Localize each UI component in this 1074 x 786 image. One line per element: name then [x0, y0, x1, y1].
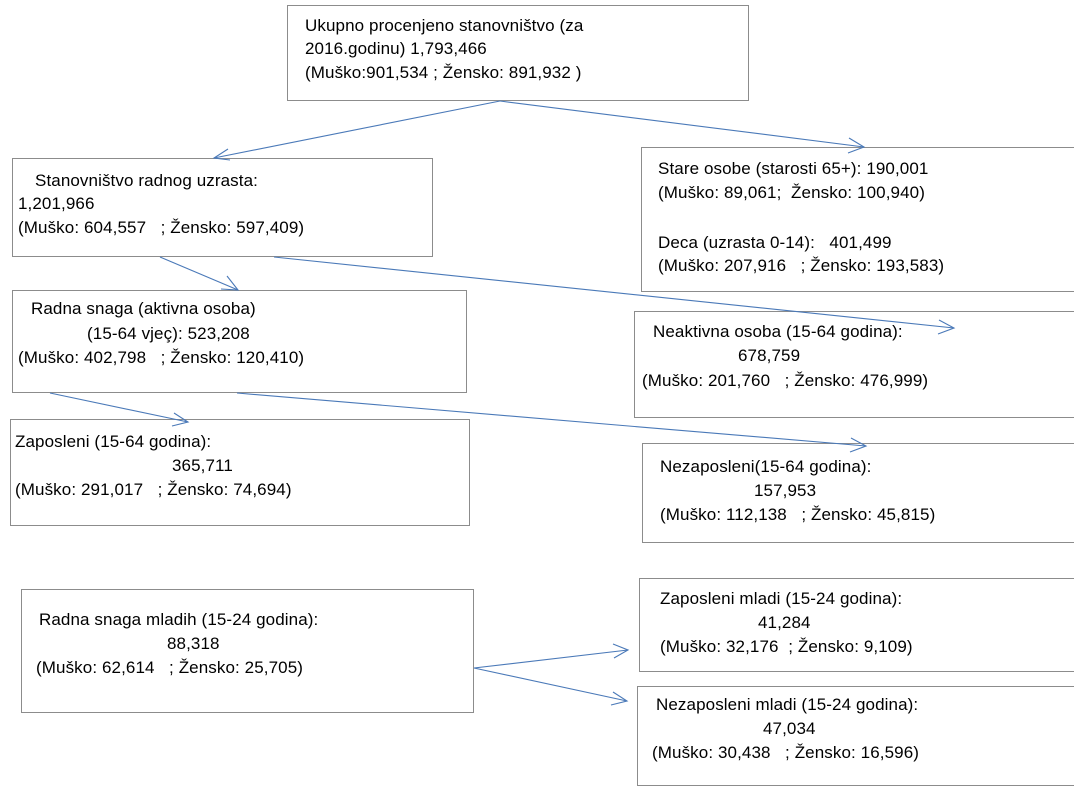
employed-line2: 365,711: [172, 456, 233, 475]
elderly-children-box: Stare osobe (starosti 65+): 190,001 (Muš…: [641, 147, 1074, 292]
employed-line1: Zaposleni (15-64 godina):: [15, 432, 212, 451]
elderly-line2: (Muško: 89,061; Žensko: 100,940): [658, 183, 925, 202]
inactive-line3: (Muško: 201,760 ; Žensko: 476,999): [642, 371, 929, 390]
youth-employed-line3: (Muško: 32,176 ; Žensko: 9,109): [660, 637, 913, 656]
working-age-line2: 1,201,966: [18, 194, 95, 213]
arrow-working-age-to-inactive: [273, 256, 956, 335]
youth-labour-box: Radna snaga mladih (15-24 godina): 88,31…: [21, 589, 474, 713]
youth-unemployed-box: Nezaposleni mladi (15-24 godina): 47,034…: [637, 686, 1074, 786]
inactive-box: Neaktivna osoba (15-64 godina): 678,759 …: [634, 311, 1074, 418]
arrow-youth-labour-to-youth-unemployed: [473, 667, 629, 706]
arrow-youth-labour-to-youth-employed: [473, 643, 630, 669]
arrow-working-age-to-labour-force: [159, 256, 240, 291]
working-age-box: Stanovništvo radnog uzrasta: 1,201,966 (…: [12, 158, 433, 257]
unemployed-line1: Nezaposleni(15-64 godina):: [660, 457, 872, 476]
total-population-box: Ukupno procenjeno stanovništvo (za 2016.…: [287, 5, 749, 101]
elderly-line1: Stare osobe (starosti 65+): 190,001: [658, 159, 929, 178]
children-line1: Deca (uzrasta 0-14): 401,499: [658, 233, 892, 252]
youth-unemployed-line2: 47,034: [763, 719, 816, 738]
youth-unemployed-line1: Nezaposleni mladi (15-24 godina):: [656, 695, 919, 714]
youth-labour-line3: (Muško: 62,614 ; Žensko: 25,705): [36, 658, 304, 677]
youth-labour-line1: Radna snaga mladih (15-24 godina):: [39, 610, 319, 629]
inactive-line1: Neaktivna osoba (15-64 godina):: [653, 322, 903, 341]
arrow-total-to-elderly: [499, 100, 866, 154]
youth-employed-line1: Zaposleni mladi (15-24 godina):: [660, 589, 903, 608]
employed-box: Zaposleni (15-64 godina): 365,711 (Muško…: [10, 419, 470, 526]
youth-employed-box: Zaposleni mladi (15-24 godina): 41,284 (…: [639, 578, 1074, 672]
unemployed-box: Nezaposleni(15-64 godina): 157,953 (Mušk…: [642, 443, 1074, 543]
children-line2: (Muško: 207,916 ; Žensko: 193,583): [658, 256, 945, 275]
total-population-line1: Ukupno procenjeno stanovništvo (za: [305, 16, 584, 35]
labour-force-line2: (15-64 vjeç): 523,208: [87, 324, 250, 343]
youth-labour-line2: 88,318: [167, 634, 220, 653]
arrow-labour-force-to-employed: [49, 392, 190, 427]
unemployed-line3: (Muško: 112,138 ; Žensko: 45,815): [660, 505, 936, 524]
inactive-line2: 678,759: [738, 346, 801, 365]
unemployed-line2: 157,953: [754, 481, 817, 500]
labour-force-line1: Radna snaga (aktivna osoba): [31, 299, 256, 318]
youth-employed-line2: 41,284: [758, 613, 811, 632]
total-population-line2: 2016.godinu) 1,793,466: [305, 39, 487, 58]
arrow-total-to-working-age: [212, 100, 501, 161]
working-age-line3: (Muško: 604,557 ; Žensko: 597,409): [18, 218, 305, 237]
arrow-labour-force-to-unemployed: [236, 392, 868, 453]
total-population-line3: (Muško:901,534 ; Žensko: 891,932 ): [305, 63, 582, 82]
labour-force-line3: (Muško: 402,798 ; Žensko: 120,410): [18, 348, 305, 367]
labour-force-box: Radna snaga (aktivna osoba) (15-64 vjeç)…: [12, 290, 467, 393]
youth-unemployed-line3: (Muško: 30,438 ; Žensko: 16,596): [652, 743, 920, 762]
employed-line3: (Muško: 291,017 ; Žensko: 74,694): [15, 480, 292, 499]
working-age-line1: Stanovništvo radnog uzrasta:: [35, 171, 258, 190]
